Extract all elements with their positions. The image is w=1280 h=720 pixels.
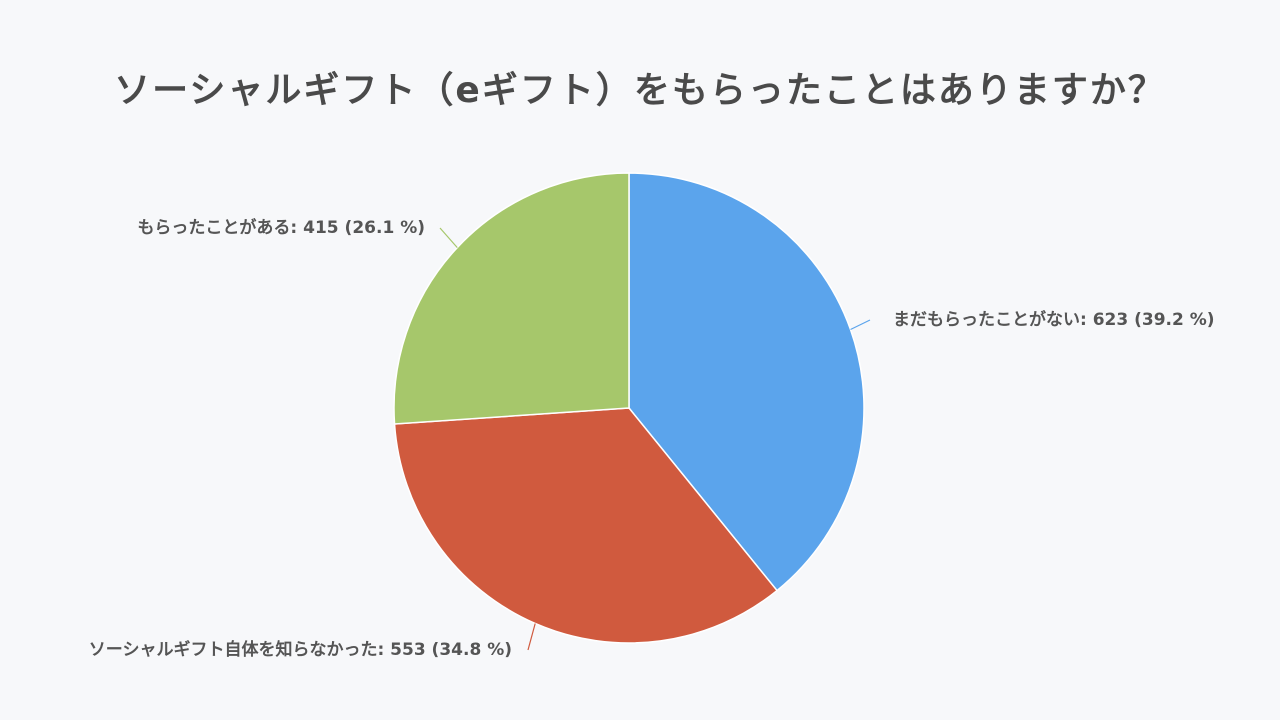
leader-line-0 (850, 319, 871, 331)
pie-slice-2[interactable] (393, 172, 630, 425)
leader-line-2 (439, 227, 458, 248)
slice-labels: まだもらったことがない: 623 (39.2 %) ソーシャルギフト自体を知らなか… (89, 217, 1215, 660)
slice-label-0: まだもらったことがない: 623 (39.2 %) (893, 309, 1215, 330)
leader-line-1 (527, 623, 536, 651)
chart-title: ソーシャルギフト（eギフト）をもらったことはありますか？ (114, 70, 1166, 111)
slice-label-2: もらったことがある: 415 (26.1 %) (137, 217, 425, 238)
slice-label-1: ソーシャルギフト自体を知らなかった: 553 (34.8 %) (89, 639, 512, 660)
pie-slices (393, 172, 865, 644)
label-leaders (439, 227, 871, 651)
pie-slice-1[interactable] (393, 407, 779, 644)
